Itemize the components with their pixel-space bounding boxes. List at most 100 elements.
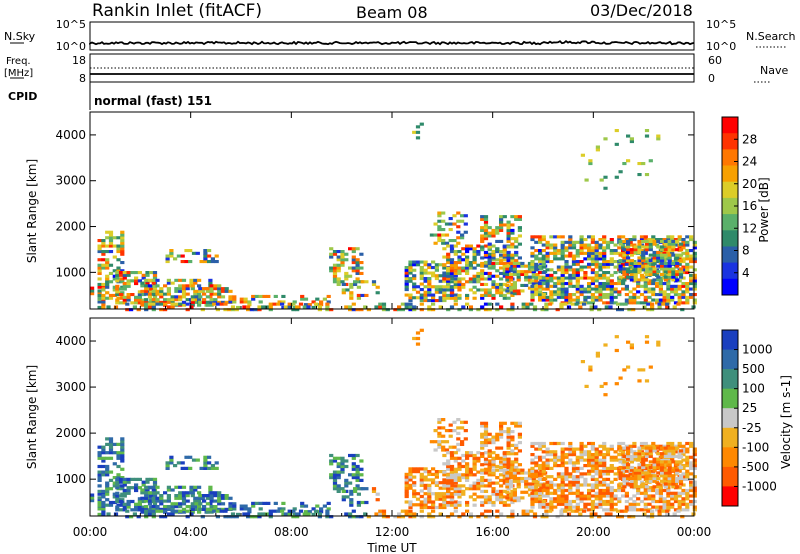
nsky-panel: N.Sky 10^5 10^0 10^5 10^0 N.Search [4,18,796,53]
velocity-cell [433,429,438,433]
velocity-cell [480,446,485,450]
power-cell [453,244,458,248]
power-cell [427,282,432,286]
power-cell [434,288,439,292]
power-cell [666,284,671,288]
velocity-cell [170,512,175,516]
velocity-cell [613,494,618,498]
power-cell [579,276,584,280]
velocity-cell [300,504,305,508]
power-cell [126,293,131,297]
power-cell [224,289,229,293]
power-cell [184,249,189,253]
power-cell [441,241,446,245]
power-cell [656,253,661,257]
velocity-cell [325,512,330,516]
power-cell [560,243,565,247]
power-cell [670,287,675,291]
power-cell [108,230,114,234]
velocity-cell [678,449,684,453]
velocity-cell [105,467,110,471]
power-cell [524,272,529,276]
velocity-cell [609,486,614,490]
power-cell [193,300,198,304]
velocity-cell [681,502,686,506]
power-cell [514,217,519,221]
power-cell [520,289,525,293]
power-cell [453,296,458,300]
power-cell [472,277,477,281]
power-cell [217,300,222,304]
power-cell [446,285,451,289]
power-cell [532,308,538,312]
power-cell [223,308,228,312]
velocity-cell [415,492,421,496]
velocity-cell [359,459,364,463]
velocity-cell [675,468,680,472]
power-cell [506,223,511,227]
velocity-cell [257,512,262,516]
power-cell [650,305,655,309]
power-cell [590,240,595,244]
power-cell [510,308,515,312]
velocity-cell [446,484,451,488]
velocity-cell [681,475,686,479]
velocity-cell [499,432,504,436]
velocity-cell [641,460,646,464]
velocity-cell [641,485,646,489]
velocity-cell [463,420,468,424]
power-cell [560,273,565,277]
velocity-cell [427,494,432,499]
velocity-cell [667,476,672,481]
power-cell [115,273,120,277]
power-cell [539,278,544,282]
power-cell [437,214,442,218]
power-cell [126,282,131,286]
velocity-cell [465,451,470,455]
power-cell [673,284,679,288]
power-cell [487,255,492,259]
velocity-cell [545,486,550,490]
velocity-cell [578,512,583,516]
velocity-cell [419,467,424,471]
power-cell [685,251,690,255]
velocity-cell [530,469,535,473]
velocity-cell [449,487,455,491]
velocity-cell [681,488,686,493]
power-cell [593,305,598,309]
power-cell [253,308,258,312]
power-cell [434,274,439,278]
power-cell [545,287,550,291]
power-cell [453,277,458,281]
velocity-cell [419,475,424,479]
power-cell [340,255,345,259]
power-cell [626,256,631,260]
power-cell [491,258,496,262]
power-cell [665,302,670,306]
power-cell [295,305,300,309]
power-cell [685,265,690,269]
velocity-cell [575,488,580,493]
power-cell [678,242,684,246]
velocity-cell [594,480,599,484]
velocity-cell [438,492,443,496]
power-cell [452,222,457,226]
power-cell [534,276,539,280]
velocity-cell [619,509,624,513]
power-cell [188,260,193,264]
power-cell [531,270,536,274]
power-cell [541,298,546,302]
power-cell [480,248,485,252]
velocity-cell [419,494,424,499]
velocity-cell [364,500,369,505]
velocity-cell [678,454,684,458]
velocity-cell [609,488,614,493]
velocity-cell [449,478,455,482]
velocity-cell [472,467,477,471]
power-cell [174,289,179,293]
power-cell [427,279,432,283]
power-cell [594,295,599,299]
power-cell [510,231,515,235]
